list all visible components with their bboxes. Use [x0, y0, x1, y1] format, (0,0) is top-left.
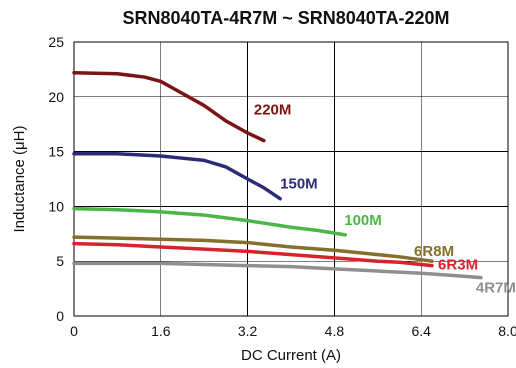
grid-layer: [73, 41, 509, 317]
series-label-6r8m: 6R8M: [414, 243, 454, 260]
x-tick-label: 4.8: [325, 323, 345, 339]
series-line-6r3m: [72, 241, 434, 268]
chart-title: SRN8040TA-4R7M ~ SRN8040TA-220M: [123, 8, 450, 28]
series-label-100m: 100M: [344, 212, 382, 229]
y-tick-labels: 0 5 10 15 20 25: [48, 34, 64, 324]
y-tick-label: 15: [48, 144, 64, 160]
series-line-4r7m: [72, 261, 483, 280]
x-tick-label: 1.6: [151, 323, 171, 339]
y-tick-label: 5: [56, 253, 64, 269]
series-line-150m: [72, 152, 282, 201]
series-line-100m: [72, 206, 347, 237]
series-line-220m: [72, 70, 266, 143]
y-tick-label: 25: [48, 34, 64, 50]
x-tick-label: 8.0: [498, 323, 516, 339]
y-tick-label: 0: [56, 308, 64, 324]
series-label-4r7m: 4R7M: [476, 280, 516, 297]
series-label-150m: 150M: [280, 176, 318, 193]
series-label-6r3m: 6R3M: [438, 257, 478, 274]
series-layer: [72, 70, 483, 280]
y-axis-label: Inductance (μH): [11, 125, 28, 232]
plot-frame: [73, 41, 509, 317]
x-tick-label: 3.2: [238, 323, 258, 339]
x-tick-label: 6.4: [411, 323, 431, 339]
x-axis-label: DC Current (A): [241, 347, 341, 364]
x-tick-label: 0: [70, 323, 78, 339]
y-tick-label: 20: [48, 89, 64, 105]
series-line-6r8m: [72, 235, 434, 263]
series-label-220m: 220M: [254, 102, 292, 119]
x-tick-labels: 0 1.6 3.2 4.8 6.4 8.0: [70, 323, 516, 339]
y-tick-label: 10: [48, 198, 64, 214]
